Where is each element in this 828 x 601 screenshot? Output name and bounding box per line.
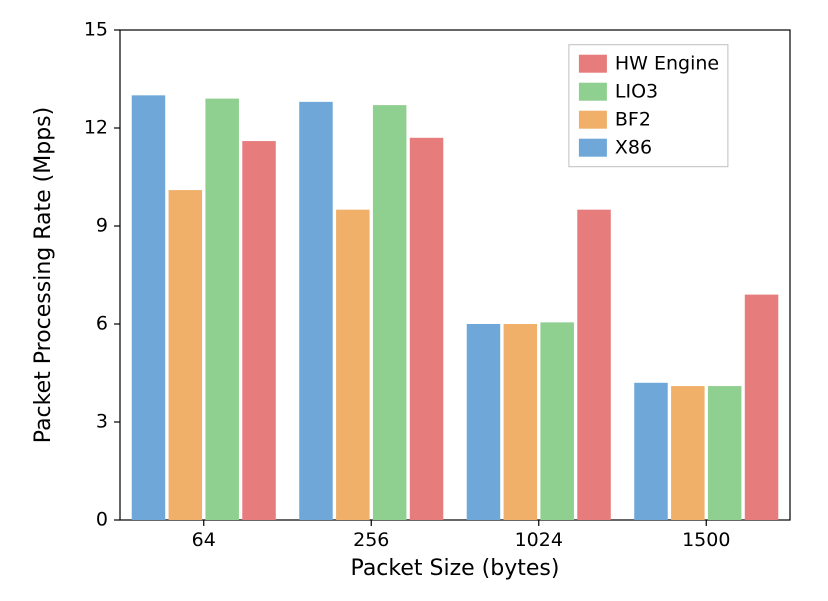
x-tick-label: 1024 bbox=[515, 529, 563, 551]
legend-swatch bbox=[579, 83, 607, 101]
x-tick-label: 1500 bbox=[682, 529, 730, 551]
y-axis-label: Packet Processing Rate (Mpps) bbox=[31, 107, 56, 443]
bar-lio3 bbox=[708, 386, 742, 520]
y-tick-label: 9 bbox=[96, 215, 108, 237]
legend-label: LIO3 bbox=[615, 81, 658, 103]
bar-hw-engine bbox=[745, 295, 779, 520]
legend-label: BF2 bbox=[615, 109, 651, 131]
bar-hw-engine bbox=[577, 210, 611, 520]
legend-label: X86 bbox=[615, 137, 652, 159]
bar-x86 bbox=[132, 95, 166, 520]
bar-x86 bbox=[467, 324, 501, 520]
bar-lio3 bbox=[373, 105, 407, 520]
bar-bf2 bbox=[336, 210, 370, 520]
legend-swatch bbox=[579, 139, 607, 157]
y-tick-label: 15 bbox=[84, 19, 108, 41]
legend-swatch bbox=[579, 55, 607, 73]
bar-x86 bbox=[634, 383, 668, 520]
bar-lio3 bbox=[205, 99, 239, 520]
y-tick-label: 3 bbox=[96, 411, 108, 433]
legend: HW Engine LIO3 BF2 X86 bbox=[569, 45, 728, 167]
bar-lio3 bbox=[540, 322, 574, 520]
y-tick-label: 6 bbox=[96, 313, 108, 335]
x-tick-label: 256 bbox=[353, 529, 389, 551]
bar-hw-engine bbox=[242, 141, 276, 520]
bar-hw-engine bbox=[410, 138, 444, 520]
chart-container: 0 3 6 9 12 15 64 256 1024 1500 Packet Size (bytes)… bbox=[0, 0, 828, 601]
legend-swatch bbox=[579, 111, 607, 129]
y-tick-label: 12 bbox=[84, 117, 108, 139]
bar-bf2 bbox=[671, 386, 705, 520]
x-axis-label: Packet Size (bytes) bbox=[351, 556, 560, 581]
bar-bf2 bbox=[504, 324, 538, 520]
bar-bf2 bbox=[169, 190, 203, 520]
bar-chart: 0 3 6 9 12 15 64 256 1024 1500 Packet Size (bytes)… bbox=[0, 0, 828, 601]
bar-x86 bbox=[299, 102, 333, 520]
x-tick-label: 64 bbox=[192, 529, 216, 551]
legend-label: HW Engine bbox=[615, 53, 719, 75]
y-tick-label: 0 bbox=[96, 509, 108, 531]
